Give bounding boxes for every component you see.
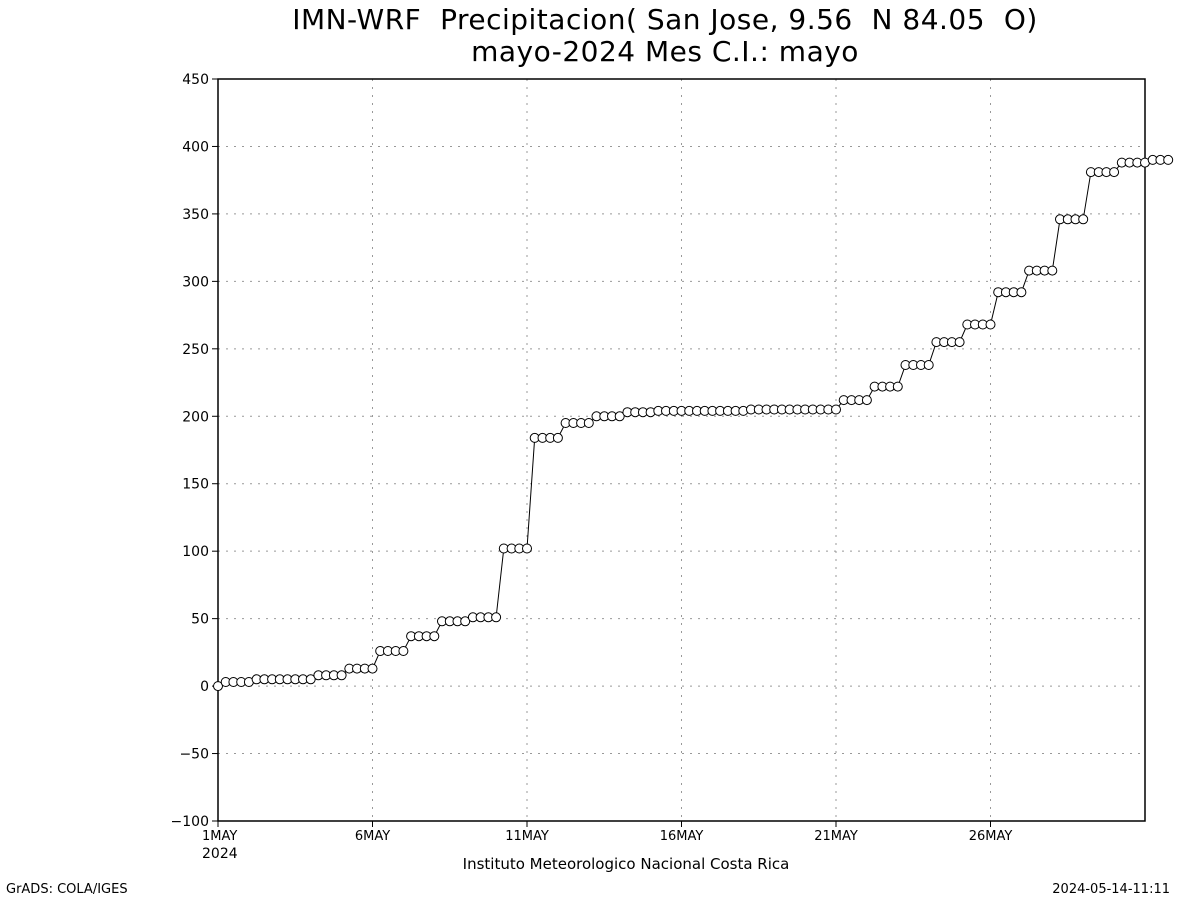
data-point <box>954 337 965 348</box>
x-tick-label: 6MAY <box>355 829 390 844</box>
data-point <box>552 432 563 443</box>
data-point <box>522 543 532 554</box>
x-tick-label: 11MAY <box>505 829 549 844</box>
data-point <box>861 395 872 406</box>
data-point <box>985 319 996 330</box>
data-point <box>429 631 440 642</box>
y-tick-label: −50 <box>179 747 209 763</box>
y-tick-label: 200 <box>182 409 209 425</box>
y-tick-label: 150 <box>182 477 209 493</box>
data-point <box>1016 287 1027 298</box>
data-point <box>1047 265 1058 276</box>
footer-left: GrADS: COLA/IGES <box>6 882 128 897</box>
data-point <box>923 360 934 370</box>
y-axis: −100 −50 0 50 100 150 200 250 300 350 400 450 <box>171 72 218 830</box>
x-tick-label: 26MAY <box>969 829 1013 844</box>
x-tick-label: 21MAY <box>814 829 858 844</box>
x-tick-label: 1MAY <box>202 829 237 844</box>
series-points <box>213 154 1174 692</box>
data-point <box>213 681 223 692</box>
y-tick-label: 0 <box>200 679 209 695</box>
y-tick-label: −100 <box>171 814 209 830</box>
grid-lines <box>218 79 1145 821</box>
data-point <box>831 404 841 415</box>
x-axis: 1MAY 2024 6MAY 11MAY 16MAY 21MAY 26MAY <box>202 821 1012 862</box>
plot-frame <box>217 78 1146 822</box>
data-point <box>1163 154 1174 165</box>
data-point <box>1078 214 1089 225</box>
series-line <box>217 159 1169 687</box>
data-point <box>614 411 625 422</box>
y-tick-label: 100 <box>182 544 209 560</box>
data-point <box>583 418 594 428</box>
data-point <box>398 646 409 656</box>
footer-right: 2024-05-14-11:11 <box>1052 882 1170 897</box>
x-tick-sublabel: 2024 <box>202 846 238 862</box>
y-tick-label: 450 <box>182 72 209 88</box>
x-axis-label: Instituto Meteorologico Nacional Costa R… <box>463 855 790 873</box>
y-tick-label: 300 <box>182 274 209 290</box>
chart-title: IMN-WRF Precipitacion( San Jose, 9.56 N … <box>292 3 1038 36</box>
data-point <box>1109 167 1120 178</box>
data-point <box>892 381 903 392</box>
y-tick-label: 400 <box>182 139 209 155</box>
x-tick-label: 16MAY <box>660 829 704 844</box>
data-point <box>367 663 378 674</box>
y-tick-label: 350 <box>182 207 209 223</box>
y-tick-label: 250 <box>182 342 209 358</box>
data-point <box>305 674 316 685</box>
chart-subtitle: mayo-2024 Mes C.I.: mayo <box>471 35 859 68</box>
y-tick-label: 50 <box>191 612 209 628</box>
data-point <box>491 612 502 623</box>
data-point <box>336 670 347 681</box>
data-point <box>460 616 471 627</box>
